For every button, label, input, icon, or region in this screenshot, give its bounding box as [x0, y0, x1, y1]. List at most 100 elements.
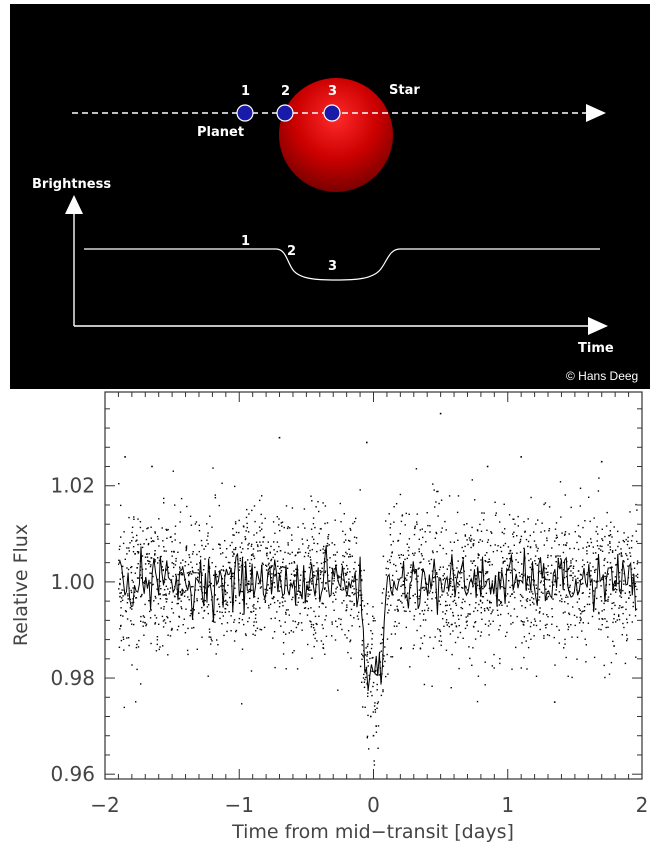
data-point — [406, 543, 408, 545]
data-point — [624, 662, 627, 665]
data-point — [292, 631, 295, 633]
data-point — [500, 613, 502, 616]
data-point — [165, 601, 168, 603]
data-point — [453, 541, 455, 543]
data-point — [455, 532, 457, 534]
data-point — [442, 575, 444, 577]
data-point — [272, 598, 274, 600]
data-point — [348, 578, 350, 580]
data-point — [218, 543, 221, 546]
data-point — [419, 647, 422, 649]
data-point — [380, 650, 383, 652]
data-point — [186, 649, 189, 652]
data-point — [167, 617, 169, 619]
data-point — [272, 637, 274, 639]
data-point — [349, 540, 351, 542]
data-point — [616, 589, 618, 591]
data-point — [452, 589, 454, 591]
data-point — [149, 572, 151, 574]
data-point — [486, 571, 489, 573]
data-point — [158, 518, 160, 520]
data-point — [148, 553, 150, 555]
data-point — [457, 636, 459, 639]
data-point — [376, 702, 379, 705]
data-point — [279, 586, 282, 588]
data-point — [163, 502, 165, 504]
data-point — [478, 603, 480, 606]
data-point — [596, 540, 598, 542]
data-point — [180, 593, 182, 595]
data-point — [494, 514, 497, 516]
data-point — [413, 615, 416, 617]
data-point — [629, 511, 631, 513]
data-point — [564, 601, 566, 603]
data-point — [552, 584, 555, 586]
data-point — [585, 644, 587, 646]
data-point — [452, 611, 454, 614]
data-point — [294, 554, 296, 557]
data-point — [289, 584, 291, 586]
data-point — [437, 515, 439, 517]
data-point — [120, 592, 122, 594]
data-point — [262, 541, 264, 543]
data-point — [582, 559, 584, 561]
data-point — [163, 594, 166, 596]
data-point — [494, 544, 496, 546]
data-point — [487, 561, 489, 563]
data-point — [127, 637, 130, 639]
data-point — [220, 585, 222, 587]
data-point — [180, 606, 182, 608]
data-point — [441, 583, 443, 585]
data-point — [349, 553, 351, 556]
data-point — [538, 612, 541, 614]
data-point — [216, 639, 218, 641]
data-point — [418, 598, 420, 600]
data-point — [366, 651, 369, 653]
data-point — [512, 621, 514, 624]
data-point — [339, 623, 342, 626]
data-point — [594, 571, 596, 573]
data-point — [535, 546, 538, 548]
data-point — [338, 617, 340, 620]
data-point — [518, 572, 520, 574]
data-point — [183, 595, 186, 597]
data-point — [530, 621, 532, 624]
data-point — [245, 634, 247, 637]
data-point — [234, 548, 237, 551]
data-point — [268, 573, 270, 575]
data-point — [526, 600, 528, 602]
data-point — [533, 531, 535, 533]
data-point — [536, 564, 538, 566]
data-point — [626, 543, 629, 546]
data-point — [481, 568, 484, 570]
data-point — [149, 561, 151, 563]
data-point — [491, 665, 493, 667]
data-point — [567, 567, 570, 570]
data-point — [407, 550, 409, 552]
data-point — [256, 627, 259, 629]
data-point — [521, 605, 523, 607]
data-point — [154, 623, 156, 625]
data-point — [415, 578, 417, 580]
data-point — [216, 575, 219, 578]
data-point — [349, 555, 352, 558]
data-point — [375, 674, 378, 676]
data-point — [483, 512, 485, 514]
data-point — [259, 499, 261, 502]
data-point — [325, 615, 327, 617]
data-point — [434, 537, 436, 539]
data-point — [533, 618, 536, 620]
data-point — [593, 517, 595, 519]
data-point — [331, 623, 333, 625]
data-point — [610, 521, 612, 523]
data-point — [311, 500, 313, 502]
data-point — [408, 554, 410, 556]
data-point — [242, 525, 245, 527]
data-point — [311, 580, 313, 582]
data-point — [504, 542, 507, 545]
data-point — [513, 608, 516, 610]
data-point — [335, 620, 337, 622]
data-point — [126, 637, 128, 639]
data-point — [501, 586, 503, 588]
data-point — [118, 588, 120, 590]
